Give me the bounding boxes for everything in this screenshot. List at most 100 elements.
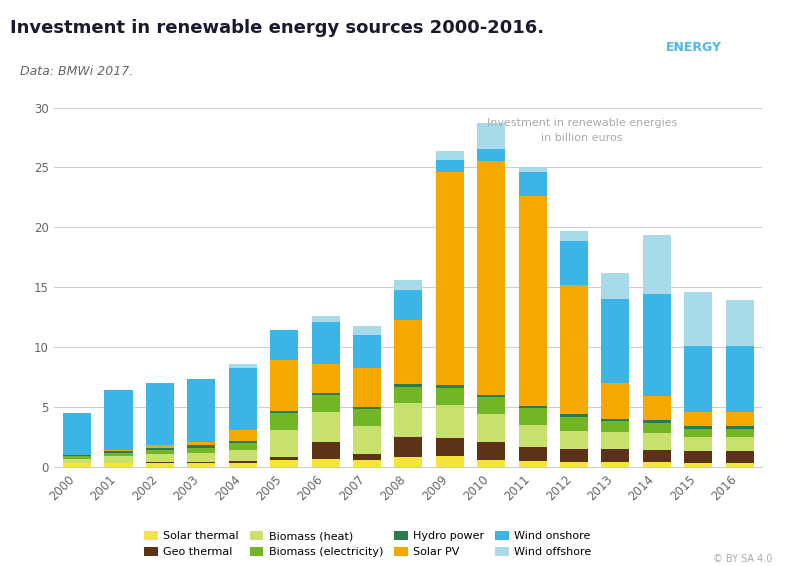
- Bar: [642, 294, 671, 396]
- Bar: [560, 431, 588, 449]
- Bar: [726, 346, 754, 412]
- Bar: [187, 442, 215, 445]
- Bar: [353, 409, 381, 426]
- Bar: [146, 383, 174, 445]
- Bar: [726, 451, 754, 464]
- Bar: [684, 464, 712, 467]
- Bar: [726, 464, 754, 467]
- Text: Investment in renewable energies
in billion euros: Investment in renewable energies in bill…: [486, 118, 677, 143]
- Bar: [602, 419, 630, 422]
- Bar: [477, 161, 506, 395]
- Bar: [229, 461, 257, 464]
- Bar: [477, 414, 506, 442]
- Bar: [63, 455, 91, 456]
- Bar: [726, 412, 754, 426]
- Bar: [63, 464, 91, 467]
- Bar: [146, 454, 174, 462]
- Bar: [642, 434, 671, 450]
- Bar: [602, 422, 630, 432]
- Bar: [684, 292, 712, 346]
- Bar: [477, 460, 506, 467]
- Bar: [477, 123, 506, 149]
- Bar: [229, 364, 257, 367]
- Bar: [229, 440, 257, 443]
- Bar: [353, 367, 381, 407]
- Bar: [642, 450, 671, 462]
- Text: Data: BMWi 2017.: Data: BMWi 2017.: [20, 66, 134, 78]
- Bar: [229, 443, 257, 450]
- Bar: [436, 405, 464, 438]
- Bar: [146, 445, 174, 448]
- Text: © BY SA 4.0: © BY SA 4.0: [713, 554, 772, 564]
- Bar: [602, 432, 630, 449]
- Bar: [270, 361, 298, 411]
- Bar: [602, 449, 630, 462]
- Bar: [270, 430, 298, 457]
- Bar: [311, 322, 340, 364]
- Bar: [436, 160, 464, 172]
- Bar: [726, 301, 754, 346]
- Text: ENERGY: ENERGY: [666, 41, 722, 54]
- Bar: [518, 447, 546, 461]
- Bar: [684, 437, 712, 451]
- Bar: [518, 196, 546, 406]
- Bar: [436, 438, 464, 456]
- Bar: [353, 426, 381, 454]
- Bar: [353, 335, 381, 367]
- Bar: [642, 462, 671, 467]
- Bar: [146, 464, 174, 467]
- Bar: [560, 462, 588, 467]
- Bar: [560, 241, 588, 285]
- Bar: [684, 426, 712, 428]
- Bar: [63, 456, 91, 458]
- Bar: [436, 172, 464, 385]
- Bar: [187, 462, 215, 464]
- Text: CLEAN: CLEAN: [671, 11, 717, 24]
- Bar: [311, 316, 340, 322]
- Bar: [105, 451, 133, 453]
- Bar: [394, 384, 422, 387]
- Legend: Solar thermal, Geo thermal, Biomass (heat), Biomass (electricity), Hydro power, : Solar thermal, Geo thermal, Biomass (hea…: [142, 529, 594, 559]
- Bar: [229, 367, 257, 430]
- Bar: [105, 453, 133, 456]
- Bar: [560, 414, 588, 417]
- Bar: [726, 426, 754, 428]
- Text: Investment in renewable energy sources 2000-2016.: Investment in renewable energy sources 2…: [10, 19, 545, 37]
- Bar: [394, 457, 422, 467]
- Bar: [270, 331, 298, 361]
- Bar: [187, 453, 215, 462]
- Bar: [311, 458, 340, 467]
- Bar: [63, 413, 91, 455]
- Bar: [642, 420, 671, 423]
- Bar: [602, 299, 630, 383]
- Bar: [684, 451, 712, 464]
- Bar: [146, 450, 174, 454]
- Bar: [187, 445, 215, 448]
- Bar: [602, 383, 630, 419]
- Bar: [353, 460, 381, 467]
- Bar: [187, 464, 215, 467]
- Bar: [560, 449, 588, 462]
- Bar: [105, 456, 133, 464]
- Bar: [229, 464, 257, 467]
- Bar: [229, 430, 257, 440]
- Bar: [394, 280, 422, 290]
- Bar: [518, 425, 546, 447]
- Bar: [436, 151, 464, 160]
- Bar: [394, 404, 422, 437]
- Bar: [560, 417, 588, 431]
- Bar: [726, 437, 754, 451]
- Bar: [518, 408, 546, 425]
- Bar: [518, 172, 546, 196]
- Bar: [270, 460, 298, 467]
- Bar: [560, 231, 588, 241]
- Bar: [642, 423, 671, 434]
- Bar: [477, 397, 506, 414]
- Bar: [394, 290, 422, 320]
- Bar: [105, 464, 133, 467]
- Bar: [146, 448, 174, 450]
- Bar: [684, 428, 712, 437]
- Bar: [436, 388, 464, 405]
- Bar: [311, 412, 340, 442]
- Bar: [270, 413, 298, 430]
